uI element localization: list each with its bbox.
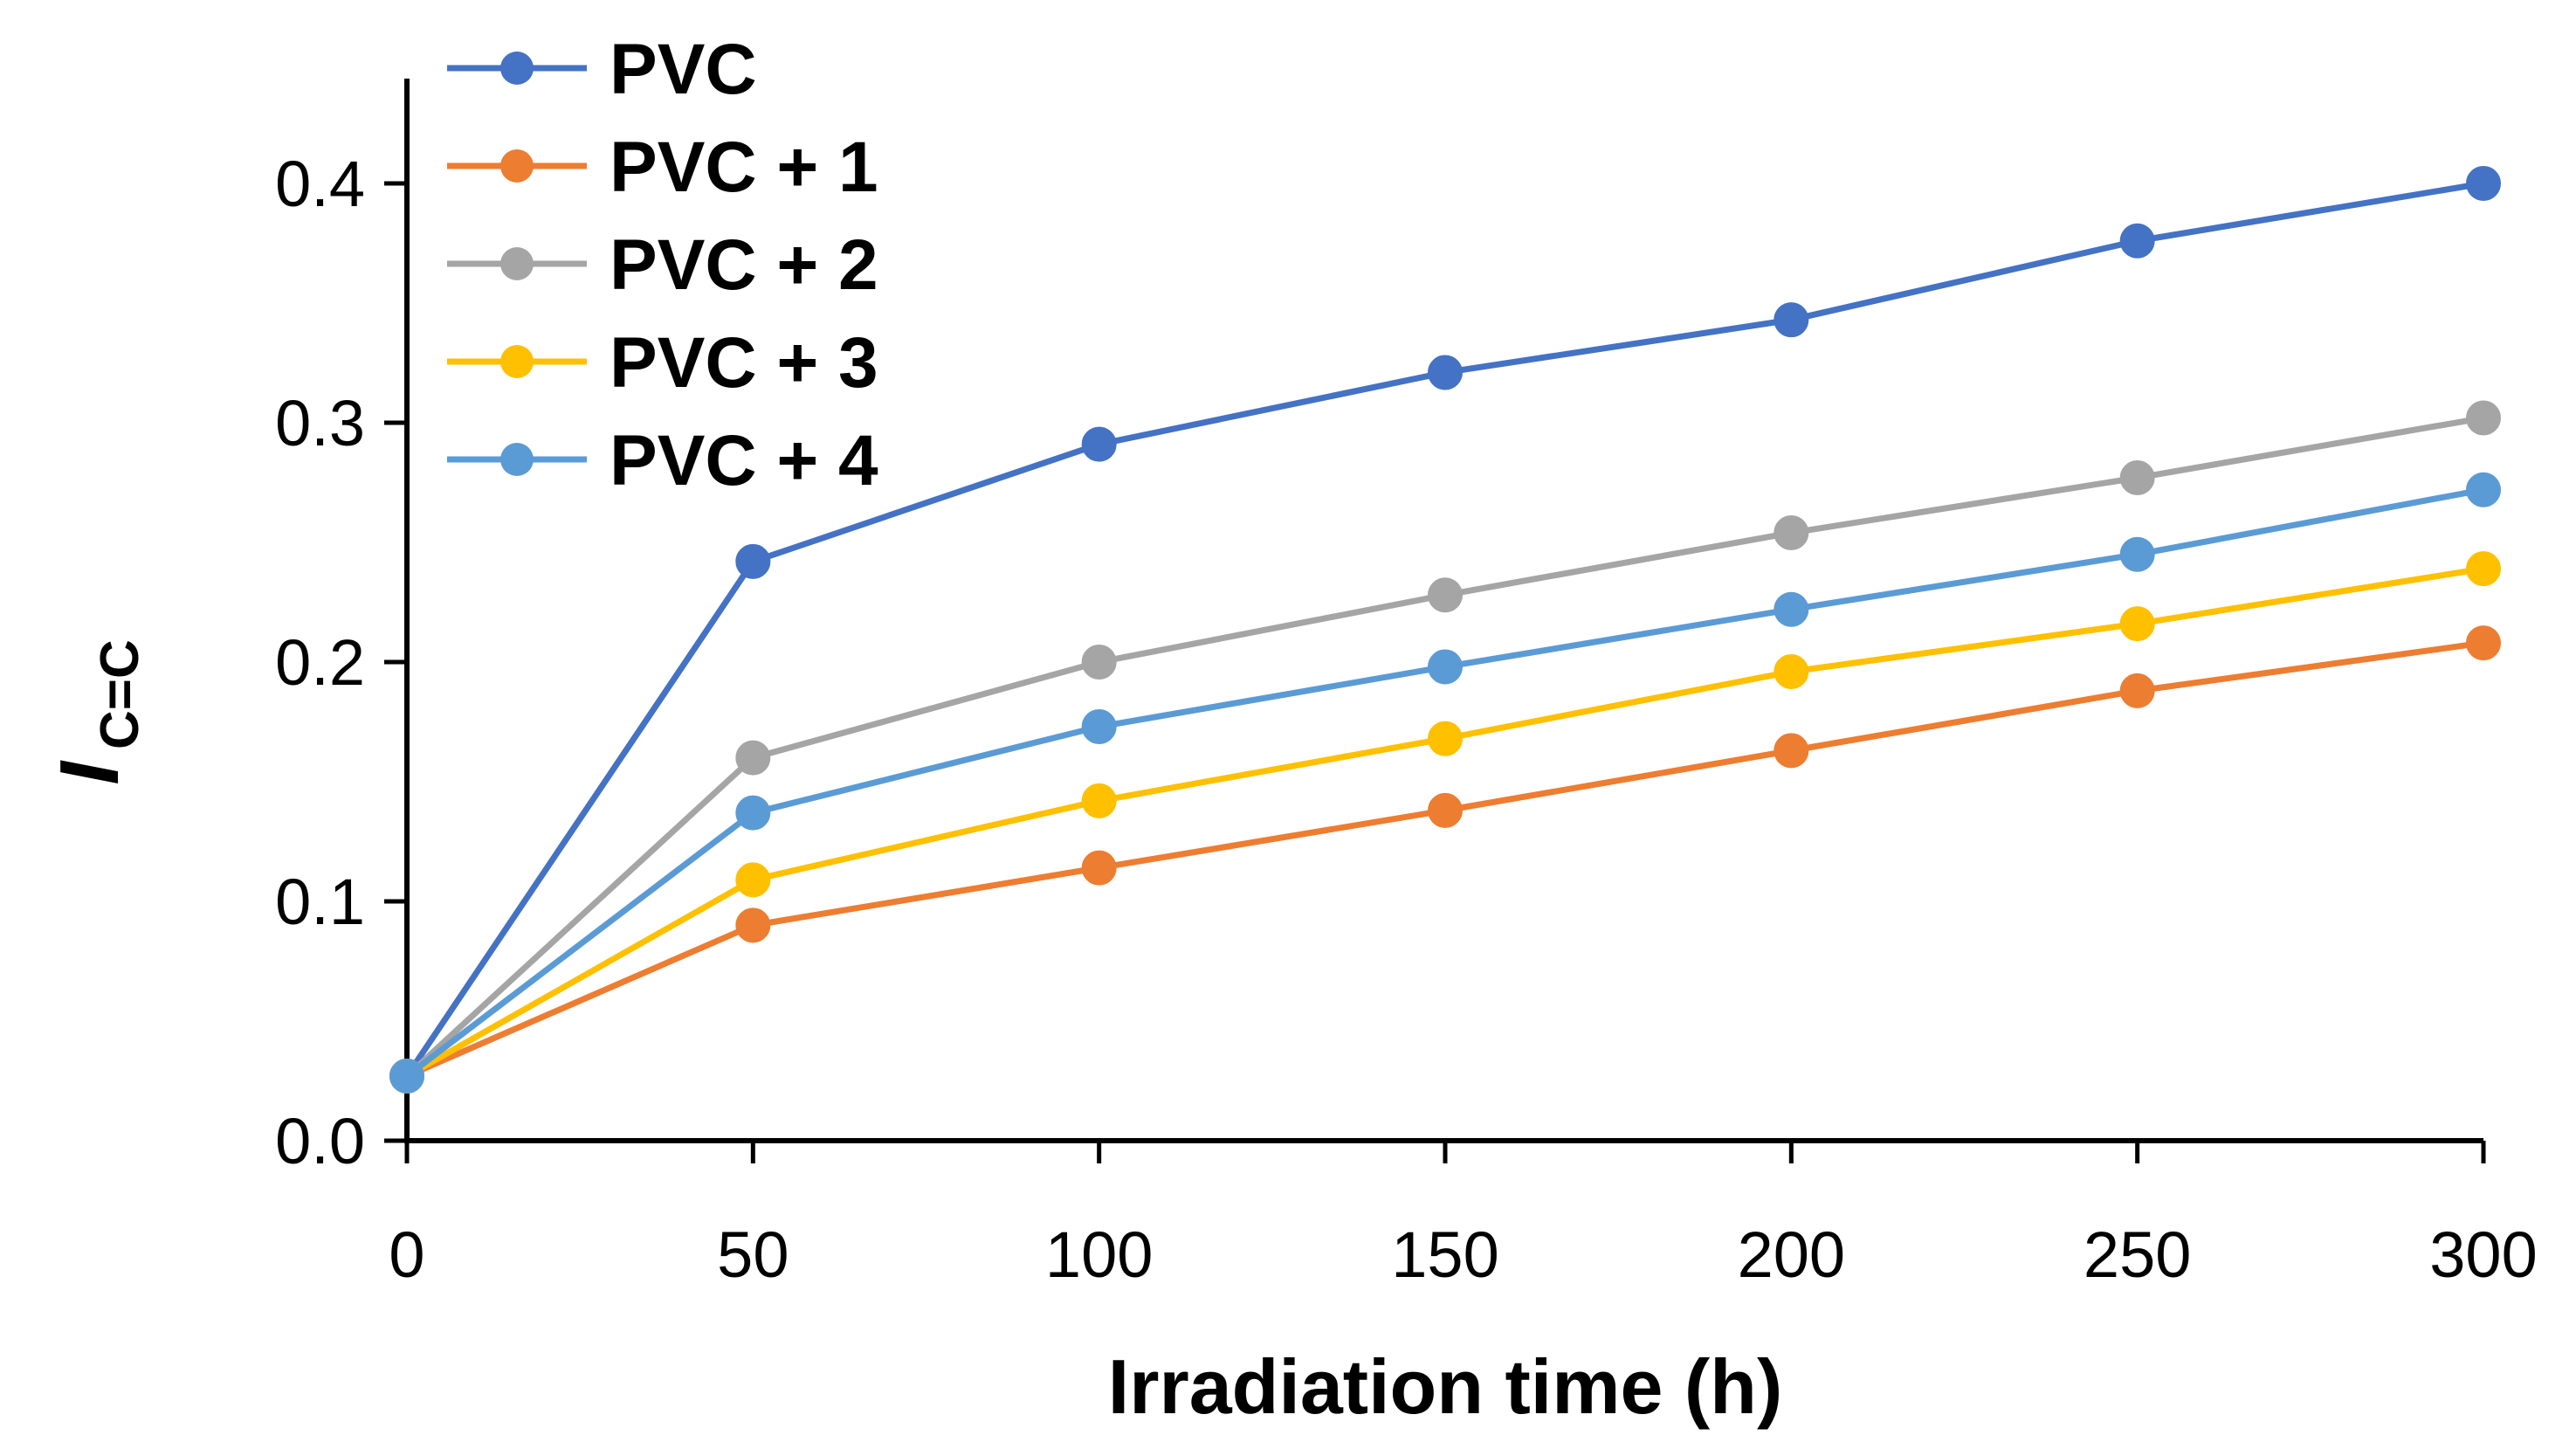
x-tick-label: 250 — [2084, 1218, 2191, 1291]
series-pvc — [389, 166, 2501, 1094]
legend-swatch-marker — [500, 149, 534, 183]
data-point — [2119, 536, 2155, 572]
x-axis-title: Irradiation time (h) — [1108, 1343, 1783, 1430]
legend-swatch-marker — [500, 443, 534, 476]
data-point — [1081, 426, 1117, 462]
legend-item: PVC + 2 — [447, 225, 878, 305]
x-tick-label: 50 — [717, 1218, 789, 1291]
data-point — [735, 795, 771, 831]
x-tick-label: 150 — [1391, 1218, 1498, 1291]
data-point — [1428, 649, 1463, 685]
series-pvc-1 — [389, 625, 2501, 1094]
y-tick-label: 0.0 — [275, 1105, 365, 1177]
y-axis-title-main: I — [43, 760, 136, 785]
legend-swatch-marker — [500, 345, 534, 378]
data-point — [2466, 625, 2501, 661]
data-point — [2466, 166, 2501, 201]
data-point — [2466, 551, 2501, 587]
legend-item: PVC + 4 — [447, 421, 878, 500]
data-point — [1774, 515, 1809, 551]
legend-item: PVC + 3 — [447, 323, 878, 403]
series-pvc-4 — [389, 472, 2501, 1094]
data-point — [2466, 400, 2501, 436]
data-point — [2119, 460, 2155, 496]
data-point — [735, 740, 771, 776]
data-point — [1774, 733, 1809, 769]
data-point — [1428, 792, 1463, 828]
legend-label: PVC + 3 — [610, 323, 878, 403]
data-point — [2119, 223, 2155, 259]
data-point — [1774, 591, 1809, 627]
legend-label: PVC + 1 — [610, 128, 878, 207]
y-axis-title-subscript: C=C — [90, 639, 150, 749]
data-point — [2466, 472, 2501, 507]
data-point — [735, 862, 771, 898]
data-point — [1081, 708, 1117, 744]
data-point — [1774, 653, 1809, 689]
y-tick-label: 0.4 — [275, 148, 365, 220]
series-layer — [389, 166, 2501, 1094]
data-point — [1428, 577, 1463, 613]
series-pvc-3 — [389, 551, 2501, 1094]
data-point — [1081, 783, 1117, 818]
legend-swatch-marker — [500, 247, 534, 280]
axes: 0.0 0.1 0.2 0.3 0.4 0 50 100 150 200 250 300 — [275, 79, 2538, 1291]
data-point — [1081, 645, 1117, 680]
series-line — [405, 639, 2484, 1080]
y-tick-label: 0.1 — [275, 866, 365, 938]
data-point — [735, 907, 771, 943]
data-point — [735, 543, 771, 579]
data-point — [1774, 302, 1809, 338]
legend-label: PVC + 4 — [610, 421, 878, 500]
legend-item: PVC — [447, 30, 757, 109]
y-tick-label: 0.3 — [275, 387, 365, 459]
legend-item: PVC + 1 — [447, 128, 878, 207]
legend-label: PVC — [610, 30, 757, 109]
x-tick-label: 100 — [1045, 1218, 1153, 1291]
data-point — [1428, 355, 1463, 390]
y-axis-title: I C=C — [43, 639, 150, 784]
data-point — [1428, 721, 1463, 756]
x-tick-label: 0 — [389, 1218, 424, 1291]
data-point — [2119, 606, 2155, 642]
data-point — [2119, 673, 2155, 708]
x-tick-label: 200 — [1738, 1218, 1845, 1291]
x-tick-label: 300 — [2429, 1218, 2537, 1291]
legend-swatch-marker — [500, 52, 534, 85]
legend: PVC PVC + 1 PVC + 2 PVC + 3 PVC + 4 — [447, 30, 878, 500]
data-point — [389, 1059, 424, 1094]
y-tick-label: 0.2 — [275, 626, 365, 699]
legend-label: PVC + 2 — [610, 225, 878, 305]
data-point — [1081, 850, 1117, 886]
